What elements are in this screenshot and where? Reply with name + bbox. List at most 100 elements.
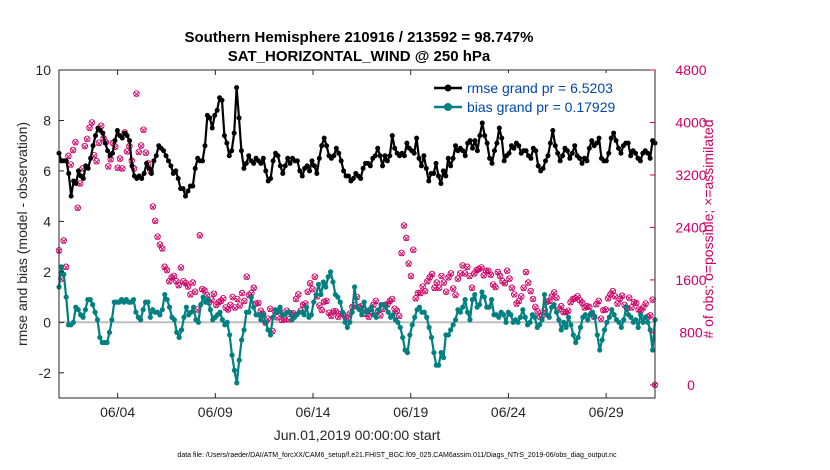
obs-assimilated-point <box>166 279 172 285</box>
bias-point <box>349 309 355 315</box>
legend: rmse grand pr = 6.5203 bias grand pr = 0… <box>430 73 653 116</box>
obs-assimilated-point <box>450 286 456 292</box>
obs-assimilated-stroke <box>239 291 245 297</box>
obs-assimilated-stroke <box>523 270 529 276</box>
y-left-tick-label: 2 <box>43 264 51 280</box>
obs-assimilated-stroke <box>394 308 400 314</box>
obs-assimilated-stroke <box>429 272 435 278</box>
obs-possible-point <box>191 288 199 295</box>
obs-assimilated-stroke <box>108 157 114 163</box>
obs-assimilated-stroke <box>462 271 468 277</box>
obs-assimilated-stroke <box>316 303 322 309</box>
obs-assimilated-stroke <box>75 205 81 211</box>
obs-assimilated-stroke <box>187 292 193 298</box>
rmse-point <box>445 155 451 161</box>
obs-assimilated-point <box>497 274 503 280</box>
rmse-point <box>384 158 390 164</box>
rmse-point <box>496 125 502 131</box>
bias-point <box>515 319 521 325</box>
obs-assimilated-point <box>124 149 130 155</box>
obs-assimilated-point <box>528 289 534 295</box>
obs-possible-point <box>529 295 537 303</box>
obs-possible-point <box>393 307 401 315</box>
obs-possible-point <box>625 294 633 301</box>
obs-possible-point <box>74 204 82 212</box>
obs-assimilated-stroke <box>119 166 125 172</box>
obs-assimilated-point <box>410 247 416 253</box>
obs-assimilated-stroke <box>410 247 416 253</box>
obs-assimilated-stroke <box>403 236 409 242</box>
rmse-point <box>611 130 617 136</box>
obs-assimilated-point <box>647 313 653 319</box>
obs-assimilated-stroke <box>209 297 215 303</box>
legend-rmse-marker <box>444 84 452 92</box>
rmse-point <box>482 133 488 139</box>
bias-point <box>162 291 168 298</box>
obs-assimilated-stroke <box>255 301 261 307</box>
obs-assimilated-point <box>133 91 139 97</box>
obs-assimilated-point <box>523 270 529 276</box>
obs-assimilated-point <box>232 305 238 311</box>
obs-possible-point <box>72 138 79 146</box>
bias-point <box>181 314 187 320</box>
obs-assimilated-point <box>143 150 149 156</box>
rmse-point <box>577 155 583 161</box>
obs-assimilated-stroke <box>490 282 496 288</box>
obs-assimilated-stroke <box>488 272 494 278</box>
obs-assimilated-point <box>389 297 395 303</box>
obs-assimilated-stroke <box>77 181 83 187</box>
obs-assimilated-stroke <box>291 311 297 317</box>
obs-possible-point <box>250 284 258 292</box>
obs-assimilated-point <box>476 266 482 272</box>
obs-possible-point <box>597 315 605 322</box>
y-left-tick-label: -2 <box>39 365 52 381</box>
obs-assimilated-stroke <box>136 150 142 156</box>
obs-assimilated-point <box>366 314 372 320</box>
bias-point <box>200 294 206 300</box>
obs-assimilated-point <box>507 276 513 282</box>
obs-assimilated-point <box>150 204 156 210</box>
obs-possible-point <box>116 155 124 162</box>
bias-point <box>582 312 588 318</box>
rmse-point <box>613 138 619 144</box>
bias-point <box>217 309 223 315</box>
rmse-point <box>594 140 600 146</box>
obs-assimilated-stroke <box>629 305 635 311</box>
rmse-point <box>404 140 410 146</box>
obs-possible-point <box>149 203 157 210</box>
x-tick-label: 06/19 <box>393 404 428 420</box>
obs-assimilated-stroke <box>530 297 536 303</box>
obs-assimilated-point <box>86 125 93 131</box>
obs-assimilated-point <box>117 156 123 162</box>
bias-point <box>339 309 346 315</box>
obs-possible-point <box>388 295 396 303</box>
obs-assimilated-stroke <box>453 293 459 299</box>
obs-assimilated-stroke <box>471 271 477 277</box>
bias-point <box>642 314 648 320</box>
obs-assimilated-point <box>633 301 639 307</box>
obs-possible-point <box>170 272 178 280</box>
bias-point <box>109 317 115 323</box>
obs-assimilated-stroke <box>605 296 611 302</box>
obs-assimilated-stroke <box>84 137 90 143</box>
obs-assimilated-point <box>199 287 205 293</box>
bias-point <box>623 304 629 310</box>
obs-assimilated-point <box>462 271 468 277</box>
bias-point <box>87 297 93 303</box>
obs-assimilated-stroke <box>535 309 541 315</box>
obs-assimilated-point <box>605 296 611 302</box>
bias-point <box>460 304 466 310</box>
bias-point <box>385 309 391 315</box>
obs-assimilated-stroke <box>232 305 238 311</box>
bias-point <box>207 307 214 313</box>
obs-assimilated-point <box>408 274 414 280</box>
obs-assimilated-stroke <box>159 246 165 252</box>
rmse-point <box>282 163 288 169</box>
obs-assimilated-point <box>417 291 423 297</box>
legend-rmse-label: rmse grand pr = 6.5203 <box>467 80 613 96</box>
legend-bias-marker <box>444 103 452 111</box>
x-tick-label: 06/29 <box>589 404 624 420</box>
obs-possible-point <box>520 284 527 292</box>
obs-assimilated-point <box>307 281 313 287</box>
obs-assimilated-stroke <box>302 301 308 307</box>
